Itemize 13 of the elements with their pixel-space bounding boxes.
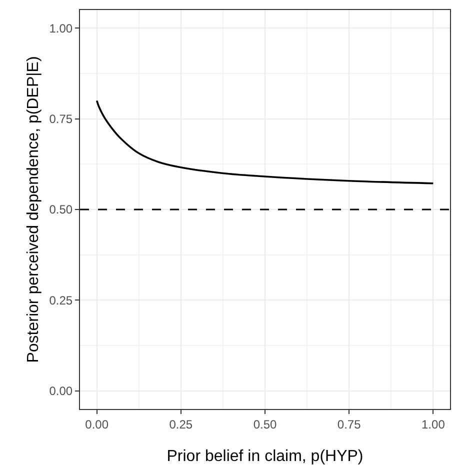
- x-tick-label: 0.50: [253, 417, 277, 432]
- x-tick-label: 0.00: [85, 417, 109, 432]
- y-tick-label: 0.75: [49, 112, 73, 126]
- y-tick-label: 0.00: [49, 384, 73, 398]
- y-tick-label: 0.50: [49, 202, 73, 217]
- x-tick-label: 0.25: [169, 417, 193, 432]
- y-tick-label: 1.00: [49, 21, 73, 36]
- line-series: [96, 100, 434, 184]
- x-axis-title: Prior belief in claim, p(HYP): [166, 448, 364, 465]
- x-tick-label: 0.75: [337, 417, 362, 432]
- x-tick-label: 1.00: [422, 417, 446, 432]
- y-axis-title: Posterior perceived dependence, p(DEP|E): [25, 56, 42, 363]
- y-tick-label: 0.25: [49, 293, 73, 308]
